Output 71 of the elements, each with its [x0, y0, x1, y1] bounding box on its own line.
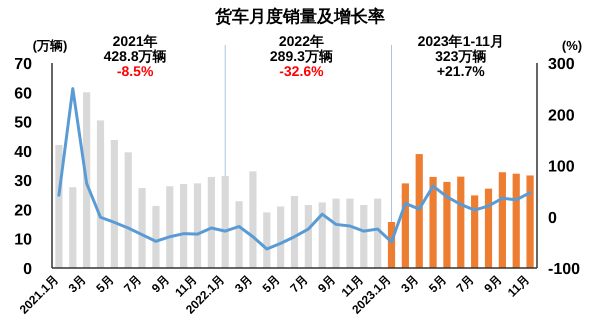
bar	[498, 172, 506, 268]
chart-title: 货车月度销量及增长率	[214, 7, 385, 26]
x-tick-label: 5月	[93, 272, 116, 296]
bar	[304, 205, 312, 268]
annotation: -8.5%	[116, 63, 154, 79]
y2-tick-label: 200	[548, 107, 575, 124]
bar	[512, 174, 520, 268]
y-tick-label: 40	[14, 144, 32, 161]
x-tick-label: 5月	[426, 272, 450, 296]
annotation: 323万辆	[435, 48, 486, 64]
bar	[208, 176, 215, 268]
x-tick-label: 3月	[398, 272, 422, 296]
bar	[526, 175, 534, 268]
annotation: 289.3万辆	[270, 48, 333, 64]
bar	[346, 198, 354, 268]
bar	[457, 176, 464, 268]
bar	[194, 183, 202, 268]
bar	[360, 205, 368, 268]
x-tick-label: 3月	[66, 272, 89, 296]
text: 2021年	[112, 33, 158, 49]
x-tick-label: 5月	[260, 272, 283, 296]
y-axis-title: (万辆)	[32, 38, 68, 53]
y-tick-label: 0	[23, 261, 32, 278]
y2-tick-label: 300	[548, 56, 575, 73]
bar	[152, 206, 160, 268]
y-tick-label: 20	[14, 202, 32, 220]
annotation: -32.6%	[279, 63, 324, 79]
bar	[374, 198, 382, 268]
bar	[138, 188, 146, 268]
y2-tick-label: -100	[548, 261, 580, 278]
y2-tick-label: 0	[548, 210, 557, 227]
bar	[318, 202, 326, 268]
annotation: 428.8万辆	[104, 48, 167, 64]
bar	[110, 140, 118, 268]
bar	[332, 198, 340, 268]
bar	[402, 183, 409, 268]
x-tick-label: 9月	[481, 272, 504, 296]
bar	[484, 188, 492, 268]
bar	[180, 184, 188, 268]
y2-axis-title: (%)	[562, 38, 582, 53]
bar	[124, 152, 132, 268]
y2-tick-label: 100	[548, 158, 575, 176]
bar	[290, 196, 298, 268]
bar	[471, 195, 478, 268]
x-tick-label: 11月	[504, 272, 532, 300]
x-tick-label: 9月	[148, 272, 172, 296]
bar	[263, 212, 270, 268]
y-tick-label: 30	[14, 173, 32, 190]
bar	[222, 176, 229, 268]
bar	[277, 206, 284, 268]
line-series	[57, 87, 532, 251]
y-tick-label: 60	[14, 85, 32, 102]
x-tick-label: 9月	[315, 272, 338, 296]
bar	[166, 186, 174, 268]
bar	[416, 154, 423, 268]
bar	[429, 176, 437, 268]
x-tick-label: 3月	[232, 272, 256, 296]
bar	[69, 187, 76, 268]
x-tick-label: 7月	[287, 272, 310, 296]
bar	[443, 182, 451, 268]
x-tick-label: 7月	[121, 272, 144, 296]
bar	[249, 171, 257, 268]
text: 2023年1-11月	[418, 33, 504, 49]
y-tick-label: 70	[14, 56, 32, 73]
text: 2022年	[278, 33, 324, 49]
y-tick-label: 10	[14, 232, 32, 249]
y-tick-label: 50	[14, 114, 32, 132]
x-tick-label: 7月	[454, 272, 477, 296]
bar	[96, 120, 104, 268]
bar	[235, 201, 243, 268]
annotation: +21.7%	[436, 63, 486, 79]
